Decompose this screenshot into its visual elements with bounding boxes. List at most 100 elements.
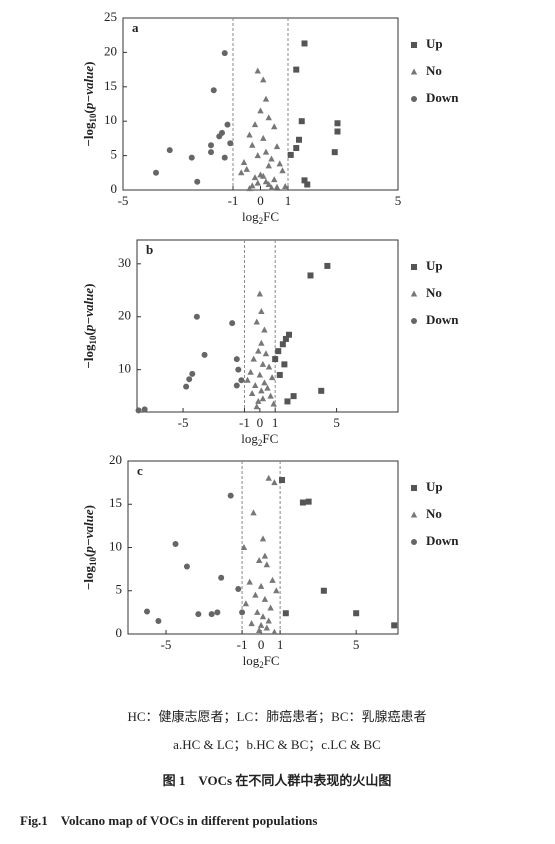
x-tick-label: 0 <box>258 637 265 652</box>
point <box>260 76 267 83</box>
y-label-part: −log <box>81 565 96 590</box>
legend-label: No <box>426 63 442 78</box>
panel-label: b <box>146 242 153 257</box>
x-label-part: FC <box>264 653 280 668</box>
point <box>255 627 263 634</box>
point <box>265 363 273 370</box>
legend-label: Down <box>426 312 459 327</box>
point <box>265 617 272 624</box>
y-label-part: −log <box>81 344 96 369</box>
plot-frame <box>136 239 399 413</box>
point <box>353 610 360 617</box>
x-tick-label: -5 <box>161 637 172 652</box>
point <box>193 313 200 320</box>
point <box>195 611 202 618</box>
point <box>254 152 261 159</box>
point <box>229 320 236 327</box>
point <box>334 120 341 127</box>
caption-line: 图 1 VOCs 在不同人群中表现的火山图 <box>163 773 392 788</box>
x-label-part: log <box>243 653 260 668</box>
point <box>141 406 148 413</box>
point <box>227 140 234 147</box>
y-tick-label: 20 <box>104 43 117 58</box>
point <box>255 347 262 354</box>
point <box>296 136 302 143</box>
point <box>264 384 271 391</box>
point <box>246 131 253 138</box>
x-axis-label: log2FC <box>243 653 280 670</box>
x-label-part: FC <box>263 209 279 224</box>
point <box>272 356 279 363</box>
point <box>258 307 265 314</box>
point <box>249 182 256 189</box>
point <box>279 167 286 174</box>
point <box>240 158 248 165</box>
y-label-part: ( <box>81 109 96 113</box>
point <box>276 160 283 167</box>
point <box>259 360 267 367</box>
y-tick-label: 20 <box>109 452 122 467</box>
point <box>282 183 289 190</box>
point <box>256 371 264 378</box>
legend-marker <box>411 539 417 545</box>
point <box>293 66 300 73</box>
x-tick-label: -1 <box>239 415 250 430</box>
legend-marker <box>411 264 417 270</box>
y-label-part: p−value <box>81 66 96 110</box>
point <box>271 628 278 635</box>
point <box>299 499 306 506</box>
y-tick-label: 30 <box>118 255 131 270</box>
x-tick-label: 1 <box>277 637 284 652</box>
point <box>265 474 272 481</box>
legend-marker <box>410 290 418 297</box>
point <box>248 389 256 396</box>
point <box>261 326 268 333</box>
y-label-part: ) <box>81 62 96 66</box>
y-label-part: ) <box>81 505 96 509</box>
point <box>287 151 294 158</box>
point <box>172 541 179 548</box>
point <box>183 563 190 570</box>
point <box>257 582 265 589</box>
point <box>260 134 267 141</box>
point <box>235 366 242 373</box>
point <box>259 395 267 402</box>
point <box>261 552 269 559</box>
legend-label: No <box>426 506 442 521</box>
point <box>216 133 223 140</box>
point <box>221 154 228 161</box>
y-label-part: 10 <box>88 113 98 123</box>
x-axis-label: log2FC <box>242 209 279 226</box>
x-tick-label: -1 <box>237 637 248 652</box>
y-label-part: p−value <box>81 509 96 553</box>
point <box>254 608 261 615</box>
point <box>224 121 231 128</box>
point <box>253 318 260 325</box>
point <box>208 142 214 149</box>
x-tick-label: 1 <box>285 193 292 208</box>
point <box>282 335 289 342</box>
x-tick-label: 5 <box>333 415 340 430</box>
legend-marker <box>411 318 417 324</box>
point <box>246 578 253 585</box>
point <box>273 587 280 594</box>
point <box>221 50 228 57</box>
point <box>282 610 289 617</box>
point <box>273 143 281 150</box>
x-tick-label: -1 <box>228 193 239 208</box>
legend-label: Up <box>426 36 443 51</box>
point <box>271 123 278 130</box>
point <box>239 609 246 616</box>
x-tick-label: -5 <box>178 415 189 430</box>
point <box>250 509 257 516</box>
point <box>281 361 288 368</box>
x-label-part: 2 <box>258 438 263 448</box>
y-tick-label: 15 <box>109 495 122 510</box>
point <box>252 591 259 598</box>
point <box>279 477 286 484</box>
legend-marker <box>411 42 417 48</box>
y-tick-label: 10 <box>109 538 122 553</box>
point <box>260 172 267 179</box>
point <box>144 608 151 615</box>
point <box>258 339 265 346</box>
